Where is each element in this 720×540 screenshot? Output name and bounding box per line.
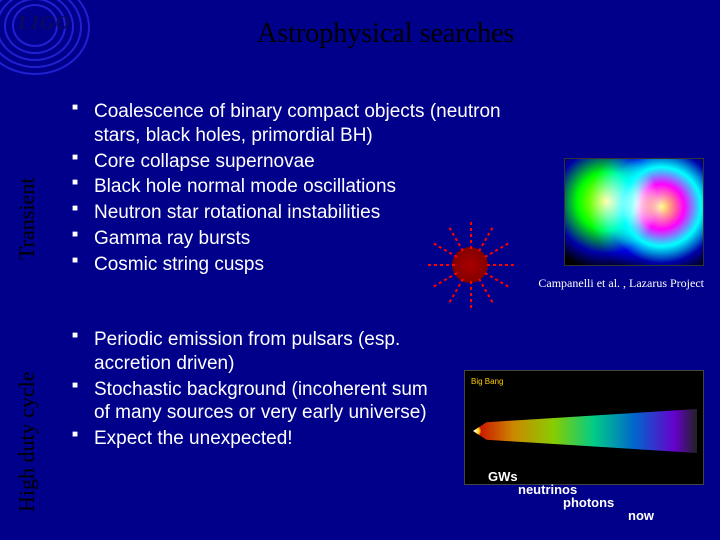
list-item: Black hole normal mode oscillations xyxy=(72,175,542,199)
simulation-caption: Campanelli et al. , Lazarus Project xyxy=(538,276,704,291)
list-item: Stochastic background (incoherent sum of… xyxy=(72,378,432,426)
list-item: Periodic emission from pulsars (esp. acc… xyxy=(72,328,432,376)
list-item: Expect the unexpected! xyxy=(72,427,432,451)
burst-icon xyxy=(430,225,510,305)
timeline-labels: GWs neutrinos photons now xyxy=(488,470,708,522)
sidebar-label-transient: Transient xyxy=(14,178,40,260)
simulation-image xyxy=(564,158,704,266)
logo-text: LIGO xyxy=(18,12,71,35)
list-item: Core collapse supernovae xyxy=(72,150,542,174)
cosmic-timeline-image: Big Bang xyxy=(464,370,704,485)
duty-cycle-list: Periodic emission from pulsars (esp. acc… xyxy=(72,328,432,453)
list-item: Coalescence of binary compact objects (n… xyxy=(72,100,542,148)
page-title: Astrophysical searches xyxy=(257,18,514,50)
sidebar-label-duty-cycle: High duty cycle xyxy=(14,371,40,512)
